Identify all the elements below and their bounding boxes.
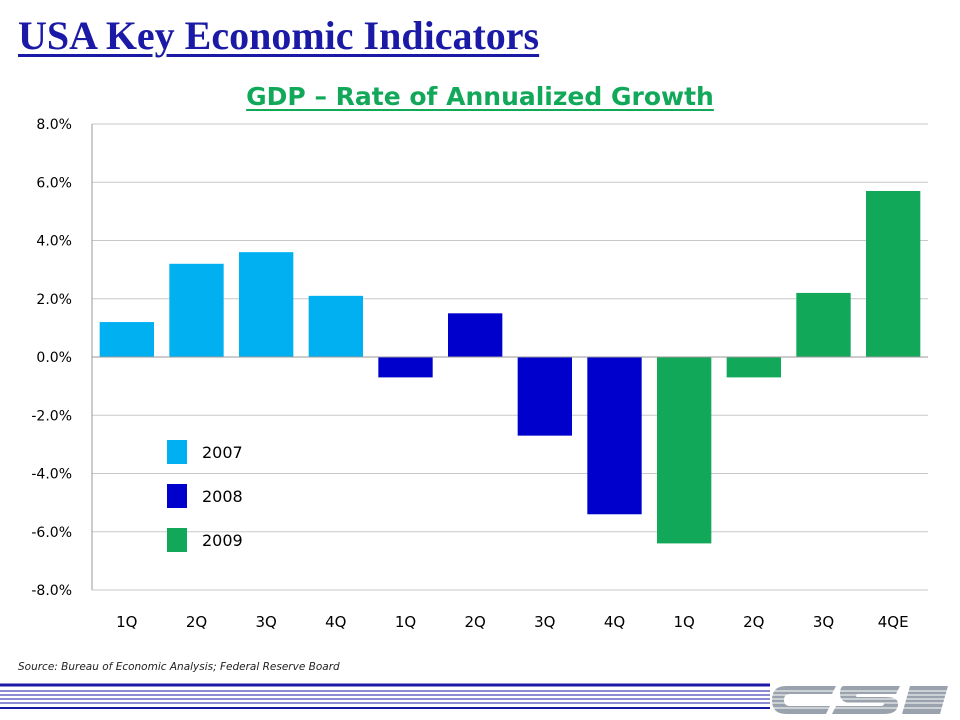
y-tick-label: -4.0%: [31, 467, 72, 483]
bar: [656, 357, 712, 544]
bar: [378, 357, 433, 378]
x-tick-label: 4QE: [878, 613, 909, 631]
x-tick-label: 4Q: [604, 613, 625, 631]
x-tick-label: 2Q: [464, 613, 485, 631]
y-tick-label: 8.0%: [36, 117, 72, 133]
bar: [447, 313, 503, 357]
gdp-bar-chart: 8.0% 6.0% 4.0% 2.0% 0.0% -2.0% -4.0% -6.0% -8.0%…: [31, 117, 928, 631]
bar: [308, 295, 364, 357]
y-tick-label: -8.0%: [31, 583, 72, 599]
bar: [796, 292, 851, 357]
legend-label: 2007: [202, 443, 243, 462]
bar: [99, 322, 155, 357]
bar: [238, 252, 294, 357]
x-tick-label: 1Q: [673, 613, 694, 631]
bar: [169, 263, 224, 357]
y-tick-label: 2.0%: [36, 292, 72, 308]
y-tick-label: -6.0%: [31, 525, 72, 541]
footer-band: [0, 683, 960, 714]
x-tick-label: 3Q: [813, 613, 834, 631]
legend-label: 2008: [202, 487, 243, 506]
csi-logo: [772, 686, 960, 714]
legend-label: 2009: [202, 531, 243, 550]
y-tick-label: -2.0%: [31, 408, 72, 424]
slide-title: USA Key Economic Indicators: [18, 13, 540, 58]
bar: [517, 357, 573, 436]
legend-swatch: [167, 484, 187, 508]
footer-lines: [0, 683, 770, 709]
x-tick-label: 1Q: [395, 613, 416, 631]
x-tick-label: 1Q: [116, 613, 137, 631]
x-tick-label: 3Q: [534, 613, 555, 631]
bar: [865, 190, 921, 357]
chart-title: GDP – Rate of Annualized Growth: [246, 82, 714, 111]
legend-swatch: [167, 528, 187, 552]
x-tick-label: 2Q: [743, 613, 764, 631]
x-tick-label: 3Q: [255, 613, 276, 631]
x-tick-label: 4Q: [325, 613, 346, 631]
x-tick-label: 2Q: [186, 613, 207, 631]
legend-swatch: [167, 440, 187, 464]
source-note: Source: Bureau of Economic Analysis; Fed…: [18, 661, 340, 673]
y-tick-label: 6.0%: [36, 175, 72, 191]
y-tick-label: 4.0%: [36, 234, 72, 250]
bar: [587, 357, 642, 515]
bar: [726, 357, 782, 378]
y-tick-label: 0.0%: [36, 350, 72, 366]
